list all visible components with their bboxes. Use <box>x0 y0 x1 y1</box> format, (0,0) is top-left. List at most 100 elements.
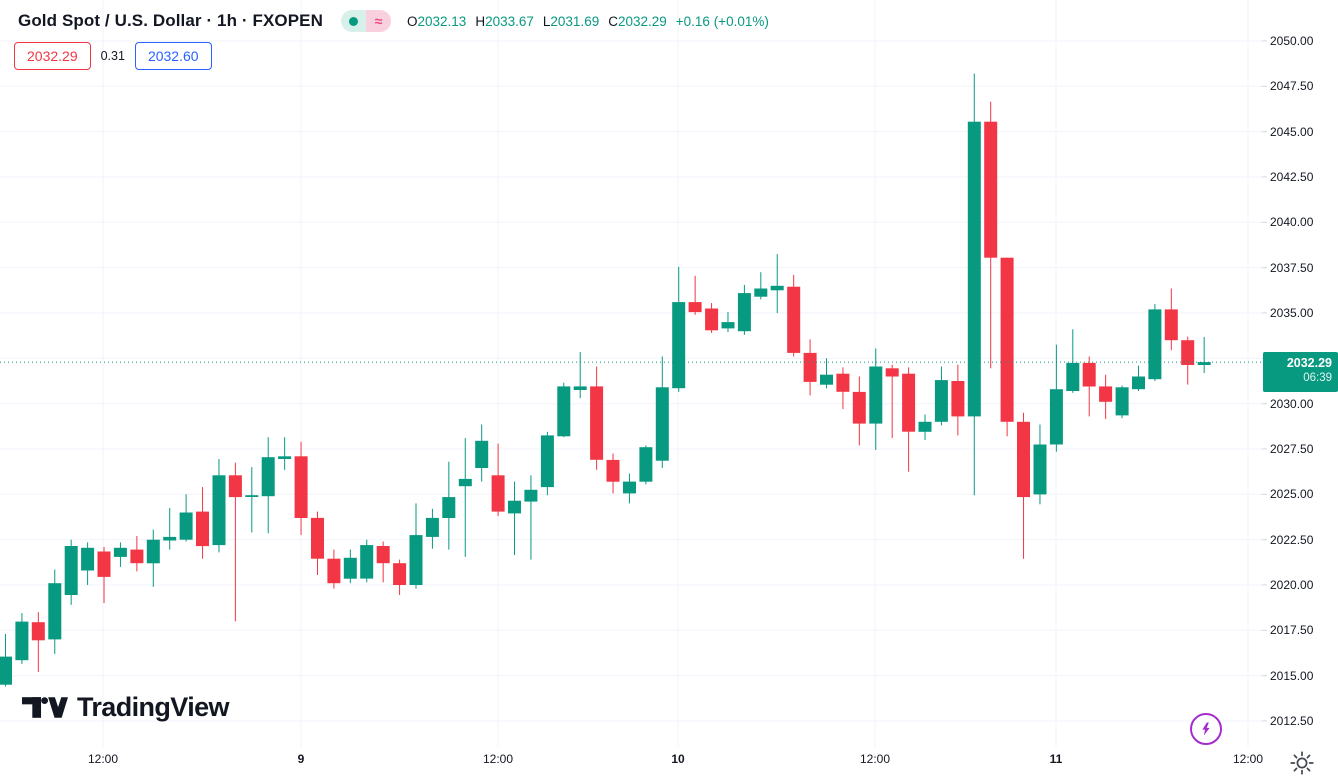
candle-body <box>245 495 259 497</box>
price-axis-label: 2050.00 <box>1270 34 1314 48</box>
chart-header: Gold Spot / U.S. Dollar · 1h · FXOPEN ≈ … <box>18 10 778 32</box>
candle-body <box>737 293 751 332</box>
candle-body <box>820 374 833 385</box>
current-price-tag: 2032.29 06:39 <box>1263 352 1338 392</box>
tradingview-logo-icon <box>22 697 68 718</box>
candle-body <box>146 539 160 564</box>
candle-body <box>672 302 686 389</box>
candle-body <box>623 481 636 494</box>
tradingview-watermark[interactable]: TradingView <box>22 692 230 723</box>
candle-body <box>294 456 308 518</box>
candle-body <box>393 563 407 585</box>
candle-body <box>655 387 669 461</box>
change-value: +0.16 (+0.01%) <box>675 13 769 29</box>
candle-body <box>1115 387 1129 416</box>
symbol-title: Gold Spot / U.S. Dollar · 1h · FXOPEN <box>18 11 323 30</box>
candle-body <box>1049 389 1063 445</box>
candle-body <box>425 517 439 537</box>
approx-icon: ≈ <box>374 13 383 29</box>
time-axis-label: 11 <box>1049 752 1063 766</box>
current-price-value: 2032.29 <box>1286 356 1332 370</box>
price-axis-label: 2035.00 <box>1270 306 1314 320</box>
candle-body <box>1066 362 1080 391</box>
price-axis-label: 2025.00 <box>1270 487 1314 501</box>
time-axis-label: 10 <box>671 752 685 766</box>
candle-body <box>852 391 866 424</box>
candle-body <box>64 546 78 595</box>
candle-body <box>705 308 719 331</box>
candle-body <box>113 547 127 557</box>
candle-body <box>984 121 998 258</box>
candle-body <box>787 286 801 353</box>
candle-body <box>1000 257 1014 422</box>
candle-body <box>934 380 948 422</box>
sell-bid-button[interactable]: 2032.29 <box>14 42 91 70</box>
price-axis-label: 2015.00 <box>1270 669 1314 683</box>
candle-body <box>508 500 521 514</box>
high-value: 2033.67 <box>485 13 534 29</box>
candle-body <box>836 373 850 392</box>
candle-body <box>360 545 374 579</box>
candle-body <box>311 517 324 559</box>
candle-body <box>1148 309 1162 380</box>
candle-body <box>639 447 653 482</box>
candle-body <box>81 547 95 571</box>
candle-body <box>163 536 177 541</box>
bid-ask-row: 2032.29 0.31 2032.60 <box>14 42 212 70</box>
candle-body <box>754 288 768 297</box>
candle-body <box>770 285 784 291</box>
time-axis-label: 12:00 <box>87 752 119 766</box>
candle-body <box>590 386 604 460</box>
candle-body <box>343 557 357 579</box>
low-value: 2031.69 <box>550 13 600 29</box>
time-axis-label: 12:00 <box>1232 752 1264 766</box>
candle-body <box>1033 444 1047 495</box>
market-open-segment[interactable] <box>341 10 366 32</box>
candle-body <box>1132 376 1145 390</box>
price-axis-label: 2017.50 <box>1270 623 1314 637</box>
candle-body <box>721 322 735 329</box>
candle-body <box>261 457 275 497</box>
market-status-toggle[interactable]: ≈ <box>341 10 391 32</box>
candle-body <box>1164 309 1178 341</box>
candle-body <box>1017 421 1030 498</box>
candle-countdown: 06:39 <box>1303 372 1332 384</box>
candle-body <box>376 546 390 564</box>
candle-body <box>688 302 702 313</box>
candle-body <box>540 435 554 488</box>
price-axis-label: 2047.50 <box>1270 79 1314 93</box>
candle-body <box>0 656 12 685</box>
market-status-dot-icon <box>349 16 358 26</box>
price-axis-label: 2022.50 <box>1270 533 1314 547</box>
price-axis-label: 2027.50 <box>1270 442 1314 456</box>
boost-button[interactable] <box>1190 713 1222 745</box>
candle-body <box>967 121 981 417</box>
approx-price-segment[interactable]: ≈ <box>366 10 391 32</box>
price-axis-label: 2030.00 <box>1270 397 1314 411</box>
high-label: H <box>475 13 486 29</box>
open-value: 2032.13 <box>417 13 467 29</box>
candle-body <box>491 475 505 512</box>
candle-body <box>15 621 29 661</box>
time-axis-label: 12:00 <box>482 752 514 766</box>
candle-body <box>196 511 209 547</box>
candle-body <box>869 366 883 424</box>
price-axis-label: 2037.50 <box>1270 261 1314 275</box>
candle-body <box>130 549 144 564</box>
tradingview-watermark-text: TradingView <box>77 692 230 722</box>
candle-body <box>475 440 489 468</box>
candle-body <box>1099 386 1113 402</box>
candle-body <box>524 489 538 502</box>
ohlc-readout: O2032.13 H2033.67 L2031.69 C2032.29 +0.1… <box>407 14 778 29</box>
candle-body <box>31 622 45 641</box>
axis-settings-gear-icon[interactable] <box>1288 749 1316 777</box>
price-axis-label: 2042.50 <box>1270 170 1314 184</box>
candle-body <box>212 475 226 546</box>
candle-body <box>885 368 899 377</box>
candle-body <box>228 475 242 498</box>
time-axis-label: 12:00 <box>859 752 891 766</box>
buy-ask-button[interactable]: 2032.60 <box>134 42 212 70</box>
low-label: L <box>542 13 551 29</box>
